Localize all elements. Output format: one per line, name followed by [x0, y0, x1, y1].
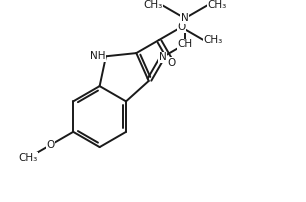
Text: NH: NH: [91, 51, 106, 61]
Text: CH₃: CH₃: [207, 0, 226, 10]
Text: O: O: [177, 22, 185, 32]
Text: CH: CH: [177, 39, 192, 49]
Text: N: N: [181, 13, 189, 23]
Text: CH₃: CH₃: [204, 35, 223, 45]
Text: CH₃: CH₃: [143, 0, 162, 10]
Text: O: O: [168, 58, 176, 68]
Text: O: O: [47, 140, 55, 150]
Text: N: N: [159, 52, 166, 62]
Text: CH₃: CH₃: [19, 153, 38, 163]
